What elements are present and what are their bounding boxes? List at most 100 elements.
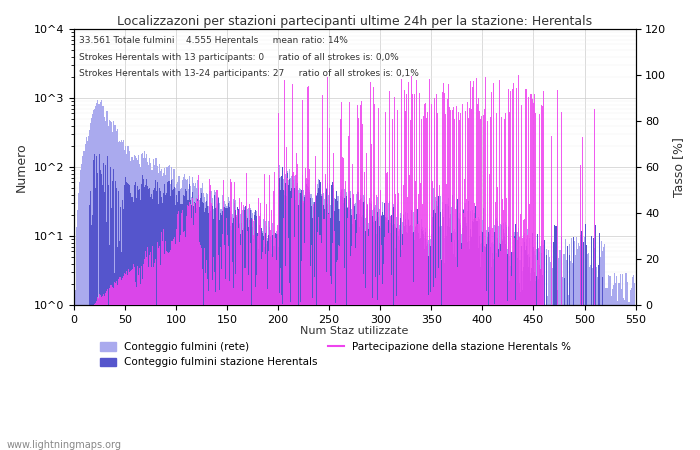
Bar [401,230,402,450]
Bar [270,237,272,450]
Bar [536,249,537,450]
Bar [303,203,304,450]
Bar [234,211,236,450]
Bar [617,283,619,450]
Bar [555,225,556,450]
Bar [482,220,483,450]
Bar [262,231,263,450]
Bar [128,146,130,450]
Bar [491,267,492,450]
Bar [210,191,211,450]
Bar [134,182,136,450]
Bar [404,225,405,450]
Bar [468,241,470,450]
Bar [417,233,419,450]
Bar [194,186,195,450]
Bar [349,191,350,450]
Bar [434,209,435,450]
Bar [499,243,500,450]
Bar [153,190,154,450]
Bar [616,276,617,450]
Bar [98,299,99,450]
Bar [122,200,123,450]
Bar [577,249,578,450]
Bar [253,221,254,450]
Bar [545,305,546,450]
Bar [297,183,298,450]
Bar [389,202,390,450]
Bar [154,166,155,450]
Bar [568,244,570,450]
Bar [377,197,378,450]
Bar [388,202,389,450]
Bar [258,233,259,450]
Bar [163,173,164,450]
Bar [125,146,127,450]
Bar [474,213,475,450]
Bar [283,190,284,450]
Bar [252,227,253,450]
Bar [347,208,348,450]
Bar [341,190,342,450]
Bar [267,238,268,450]
Bar [147,162,148,450]
Bar [323,199,325,450]
Bar [496,217,497,450]
Bar [266,244,267,450]
Bar [504,234,505,450]
Bar [205,202,206,450]
Bar [80,170,81,450]
Bar [164,184,165,450]
Bar [293,180,294,450]
Bar [601,241,603,450]
Bar [130,193,132,450]
Y-axis label: Numero: Numero [15,142,28,192]
Bar [384,203,385,450]
Bar [101,174,102,450]
Bar [446,204,447,450]
Bar [300,194,301,450]
Bar [238,208,239,450]
Bar [299,188,300,450]
Bar [244,210,245,450]
Bar [200,198,201,450]
Bar [105,121,106,450]
Bar [454,229,455,450]
Bar [449,218,450,450]
Bar [328,184,330,450]
Bar [400,217,401,450]
Bar [288,180,289,450]
Bar [433,210,434,450]
Bar [500,244,501,450]
Bar [138,190,139,450]
Bar [544,240,545,450]
Bar [497,238,498,450]
Bar [285,183,286,450]
Bar [230,217,232,450]
Bar [254,215,255,450]
Bar [473,219,474,450]
Bar [424,238,425,450]
Bar [263,219,265,450]
Bar [445,204,446,450]
Bar [149,188,150,450]
Bar [179,204,181,450]
Bar [246,220,247,450]
Bar [528,254,529,450]
Bar [378,208,379,450]
Bar [97,172,98,450]
Bar [488,227,489,450]
Bar [111,208,112,450]
Bar [336,194,337,450]
Bar [572,263,573,450]
Bar [123,209,125,450]
Bar [158,204,159,450]
Bar [594,248,595,450]
Bar [633,275,634,450]
Bar [112,132,113,450]
Bar [298,205,299,450]
Bar [239,225,240,450]
Bar [584,237,585,450]
Bar [117,129,118,450]
Bar [519,292,521,450]
